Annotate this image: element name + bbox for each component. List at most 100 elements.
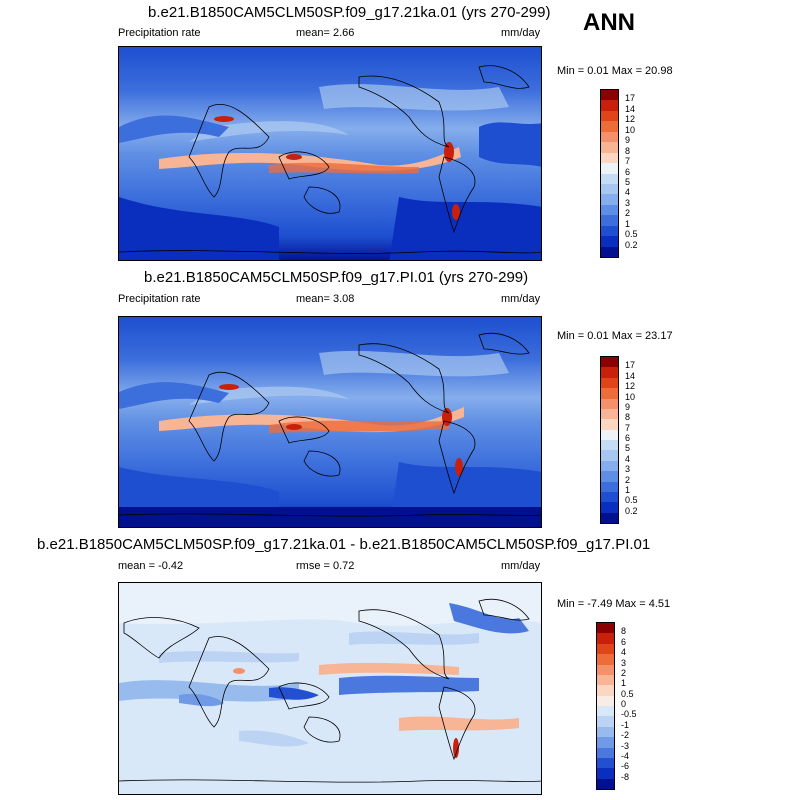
- colorbar-tick-label: 1: [625, 484, 631, 495]
- colorbar-tick-label: 12: [625, 114, 636, 125]
- colorbar-tick-label: 0: [621, 699, 627, 709]
- colorbar-cell: [601, 204, 618, 216]
- colorbar-tick-label: 8: [625, 412, 631, 423]
- colorbar-tick-label: 6: [625, 433, 631, 443]
- colorbar-cell: [601, 388, 618, 399]
- colorbar-cell: [601, 100, 618, 111]
- colorbar-cell: [601, 131, 618, 143]
- colorbar-tick-label: 7: [625, 156, 631, 167]
- colorbar-tick-label: 1: [625, 218, 631, 229]
- colorbar-tick-label: 12: [625, 381, 636, 392]
- colorbar-cell: [601, 440, 618, 451]
- colorbar-cell: [597, 716, 614, 727]
- panel-diff-colorbar: [596, 622, 615, 790]
- panel-middle-colorbar: [600, 356, 619, 524]
- panel-middle-mean: mean= 3.08: [296, 293, 355, 305]
- colorbar-cell: [601, 429, 618, 440]
- colorbar-cell: [597, 778, 614, 789]
- colorbar-cell: [597, 706, 614, 717]
- colorbar-cell: [601, 183, 618, 195]
- colorbar-cell: [601, 450, 618, 461]
- colorbar-cell: [601, 215, 618, 226]
- panel-diff-title: b.e21.B1850CAM5CLM50SP.f09_g17.21ka.01 -…: [37, 536, 651, 553]
- colorbar-cell: [601, 491, 618, 503]
- panel-diff-map-svg: [119, 583, 541, 794]
- colorbar-tick-label: 8: [625, 145, 631, 156]
- panel-top-variable-label: Precipitation rate: [118, 27, 201, 39]
- panel-middle-minmax: Min = 0.01 Max = 23.17: [557, 330, 673, 342]
- colorbar-cell: [601, 481, 618, 492]
- colorbar-tick-label: 10: [625, 391, 636, 402]
- colorbar-cell: [601, 367, 618, 378]
- colorbar-cell: [601, 110, 618, 122]
- panel-top-map: [118, 46, 542, 261]
- colorbar-cell: [601, 225, 618, 237]
- colorbar-tick-label: 3: [621, 657, 627, 668]
- colorbar-cell: [601, 194, 618, 205]
- colorbar-cell: [597, 685, 614, 696]
- colorbar-tick-label: 4: [625, 453, 631, 464]
- panel-top-map-svg: [119, 47, 541, 260]
- colorbar-cell: [601, 419, 618, 430]
- colorbar-tick-label: 3: [625, 464, 631, 475]
- colorbar-tick-label: 14: [625, 370, 636, 381]
- colorbar-cell: [597, 664, 614, 675]
- colorbar-tick-label: 10: [625, 124, 636, 135]
- colorbar-cell: [601, 408, 618, 420]
- colorbar-tick-label: 0.5: [625, 495, 638, 506]
- colorbar-cell: [601, 163, 618, 174]
- panel-diff-minmax: Min = -7.49 Max = 4.51: [557, 598, 671, 610]
- colorbar-tick-label: 4: [621, 647, 627, 658]
- colorbar-tick-label: -3: [621, 740, 630, 751]
- colorbar-tick-label: 9: [625, 401, 631, 412]
- panel-diff-map: [118, 582, 542, 795]
- colorbar-cell: [597, 747, 614, 758]
- colorbar-tick-label: 0.2: [625, 505, 638, 516]
- colorbar-tick-label: -0.5: [621, 709, 637, 720]
- panel-middle-map-svg: [119, 317, 541, 527]
- colorbar-cell: [601, 121, 618, 132]
- panel-top-minmax: Min = 0.01 Max = 20.98: [557, 65, 673, 77]
- colorbar-tick-label: 0.2: [625, 239, 638, 250]
- colorbar-cell: [601, 246, 618, 257]
- colorbar-cell: [597, 633, 614, 644]
- colorbar-tick-label: 4: [625, 187, 631, 198]
- colorbar-cell: [597, 737, 614, 748]
- colorbar-cell: [597, 768, 614, 779]
- colorbar-cell: [601, 236, 618, 247]
- panel-top-title: b.e21.B1850CAM5CLM50SP.f09_g17.21ka.01 (…: [148, 4, 551, 21]
- colorbar-tick-label: 0.5: [621, 688, 634, 699]
- colorbar-tick-label: 2: [621, 667, 627, 678]
- colorbar-cell: [601, 398, 618, 409]
- colorbar-tick-label: 14: [625, 103, 636, 114]
- panel-top-units: mm/day: [501, 27, 541, 39]
- colorbar-cell: [601, 512, 618, 523]
- panel-diff-mean: mean = -0.42: [118, 560, 184, 572]
- colorbar-tick-label: 9: [625, 135, 631, 146]
- colorbar-cell: [597, 757, 614, 769]
- panel-diff-rmse: rmse = 0.72: [296, 560, 355, 572]
- colorbar-cell: [601, 142, 618, 153]
- colorbar-tick-label: 1: [621, 678, 627, 689]
- colorbar-cell: [597, 654, 614, 665]
- season-label: ANN: [583, 9, 635, 36]
- colorbar-tick-label: 5: [625, 176, 631, 187]
- colorbar-cell: [601, 90, 618, 101]
- colorbar-cell: [601, 357, 618, 368]
- colorbar-tick-label: 17: [625, 93, 636, 104]
- colorbar-cell: [597, 643, 614, 655]
- colorbar-tick-label: 2: [625, 208, 631, 219]
- colorbar-cell: [601, 152, 618, 164]
- colorbar-tick-label: -6: [621, 761, 630, 772]
- panel-middle-variable-label: Precipitation rate: [118, 293, 201, 305]
- colorbar-cell: [597, 623, 614, 634]
- colorbar-tick-label: -4: [621, 750, 630, 761]
- colorbar-tick-label: 6: [621, 636, 627, 647]
- colorbar-tick-label: 6: [625, 166, 631, 177]
- colorbar-tick-label: 3: [625, 197, 631, 208]
- colorbar-tick-label: 7: [625, 422, 631, 433]
- colorbar-cell: [597, 695, 614, 706]
- colorbar-tick-label: 8: [621, 626, 627, 637]
- colorbar-cell: [601, 173, 618, 184]
- colorbar-tick-label: 17: [625, 360, 636, 371]
